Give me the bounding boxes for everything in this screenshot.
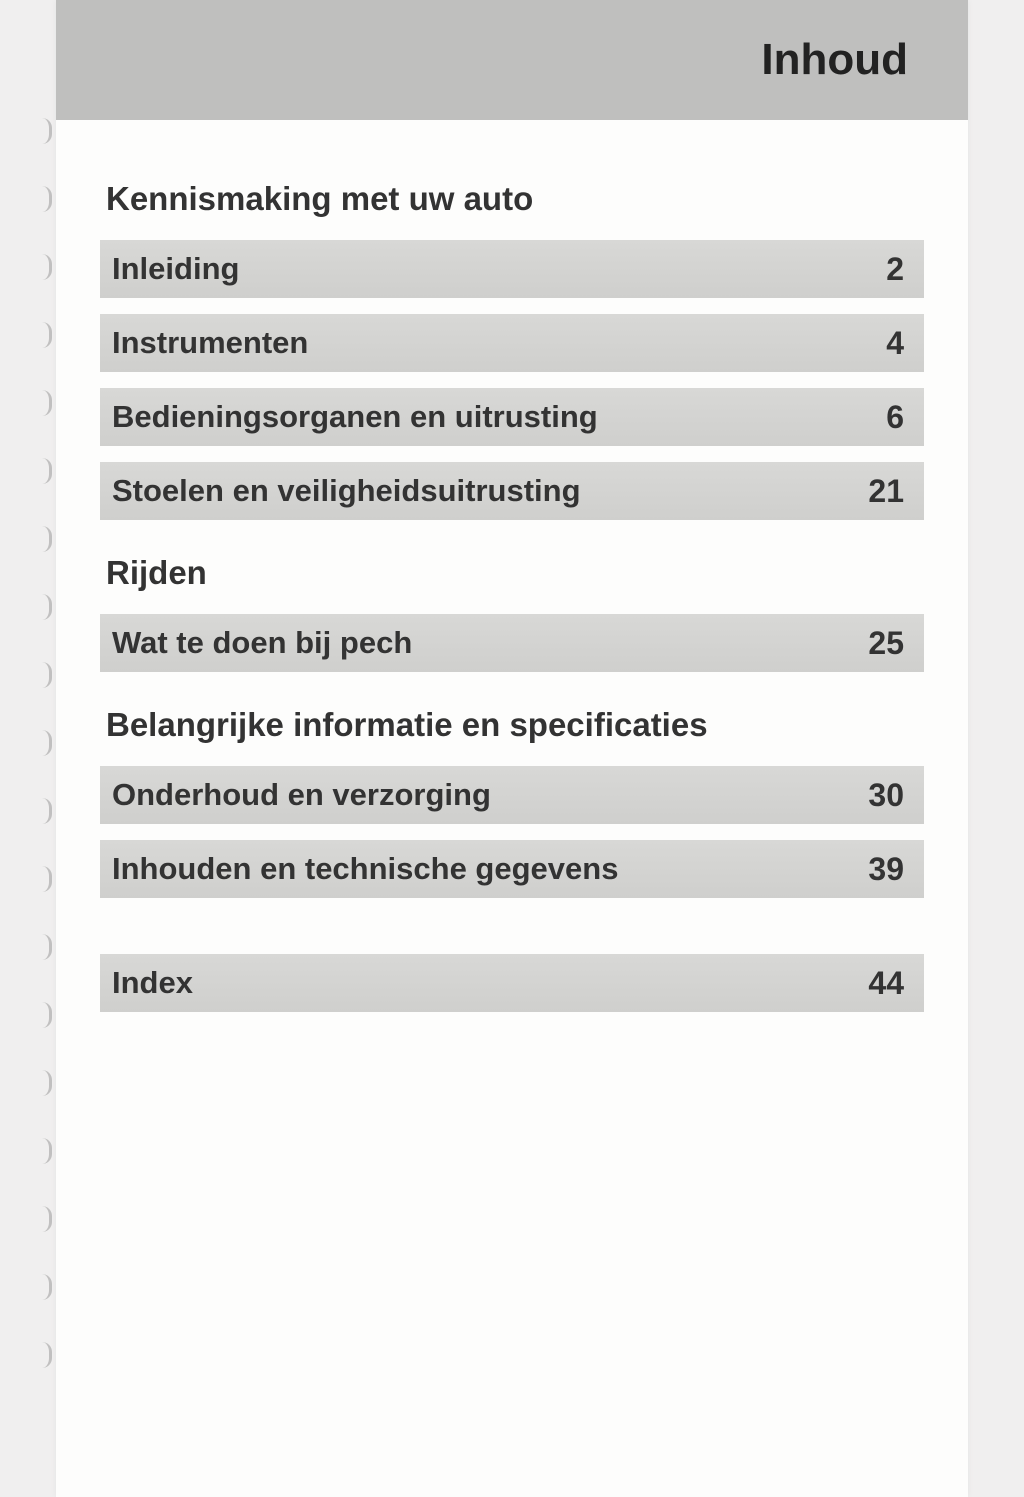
- toc-page-number: 39: [868, 851, 904, 888]
- toc-row-index: Index 44: [100, 954, 924, 1012]
- page-container: Inhoud Kennismaking met uw auto Inleidin…: [56, 0, 968, 1497]
- toc-page-number: 4: [886, 325, 904, 362]
- section-heading: Kennismaking met uw auto: [100, 180, 924, 218]
- toc-label: Onderhoud en verzorging: [112, 777, 491, 813]
- binder-tab-icon: [40, 1070, 52, 1096]
- section-heading: Belangrijke informatie en specificaties: [100, 706, 924, 744]
- binder-tab-icon: [40, 594, 52, 620]
- toc-row: Stoelen en veiligheidsuitrusting 21: [100, 462, 924, 520]
- binder-tab-icon: [40, 1002, 52, 1028]
- toc-page-number: 44: [868, 965, 904, 1002]
- page-title: Inhoud: [761, 35, 908, 85]
- binder-tab-icon: [40, 1138, 52, 1164]
- toc-page-number: 6: [886, 399, 904, 436]
- binder-tab-icon: [40, 1342, 52, 1368]
- binder-tab-icon: [40, 186, 52, 212]
- binder-tab-icon: [40, 526, 52, 552]
- toc-row: Bedieningsorganen en uitrusting 6: [100, 388, 924, 446]
- toc-page-number: 30: [868, 777, 904, 814]
- binder-tab-icon: [40, 390, 52, 416]
- header-bar: Inhoud: [56, 0, 968, 120]
- toc-row: Inleiding 2: [100, 240, 924, 298]
- binder-tab-icon: [40, 730, 52, 756]
- binder-tab-icon: [40, 866, 52, 892]
- binder-tab-icon: [40, 118, 52, 144]
- toc-label: Bedieningsorganen en uitrusting: [112, 399, 598, 435]
- binder-tab-icon: [40, 458, 52, 484]
- toc-row: Onderhoud en verzorging 30: [100, 766, 924, 824]
- toc-label: Inhouden en technische gegevens: [112, 851, 618, 887]
- toc-label: Stoelen en veiligheidsuitrusting: [112, 473, 581, 509]
- binder-tab-icon: [40, 254, 52, 280]
- toc-page-number: 21: [868, 473, 904, 510]
- binder-tab-icon: [40, 662, 52, 688]
- binder-tab-icon: [40, 934, 52, 960]
- binder-tab-icon: [40, 322, 52, 348]
- toc-page-number: 25: [868, 625, 904, 662]
- binder-tabs: [40, 118, 62, 1410]
- toc-row: Inhouden en technische gegevens 39: [100, 840, 924, 898]
- toc-label: Index: [112, 965, 193, 1001]
- table-of-contents: Kennismaking met uw auto Inleiding 2 Ins…: [56, 120, 968, 1068]
- section-heading: Rijden: [100, 554, 924, 592]
- toc-row: Instrumenten 4: [100, 314, 924, 372]
- toc-label: Instrumenten: [112, 325, 308, 361]
- toc-label: Inleiding: [112, 251, 239, 287]
- binder-tab-icon: [40, 1206, 52, 1232]
- spacer: [100, 914, 924, 954]
- binder-tab-icon: [40, 798, 52, 824]
- toc-label: Wat te doen bij pech: [112, 625, 412, 661]
- binder-tab-icon: [40, 1274, 52, 1300]
- toc-row: Wat te doen bij pech 25: [100, 614, 924, 672]
- toc-page-number: 2: [886, 251, 904, 288]
